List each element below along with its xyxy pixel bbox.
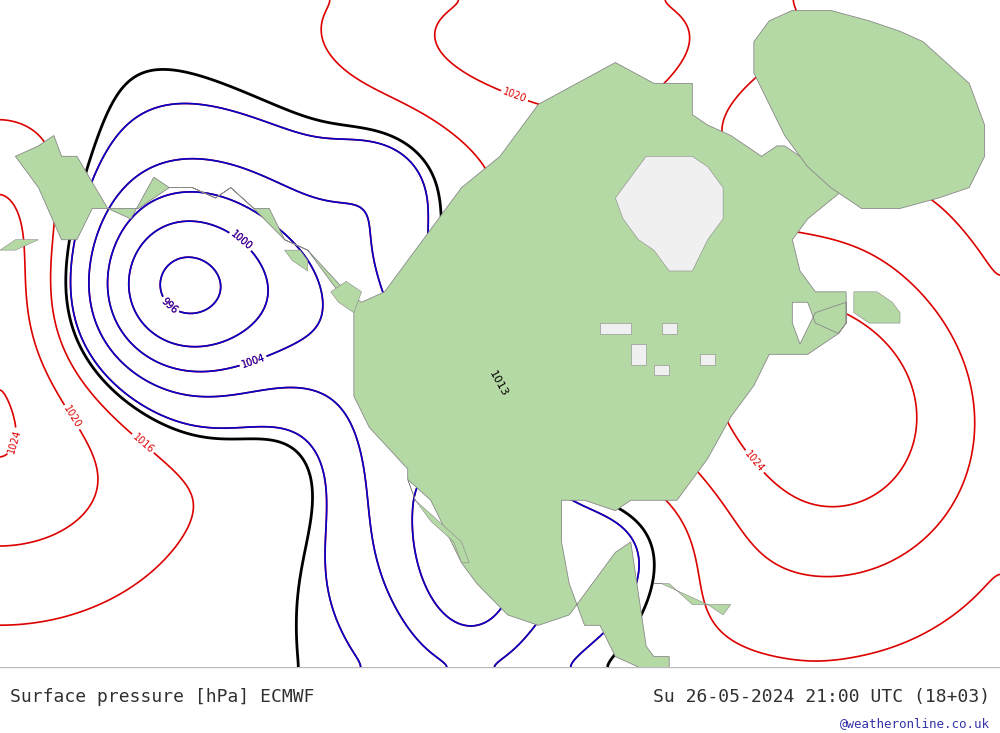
Text: 1000: 1000	[228, 229, 254, 253]
Polygon shape	[0, 240, 38, 250]
Polygon shape	[600, 323, 631, 334]
Polygon shape	[654, 365, 669, 375]
Polygon shape	[700, 354, 715, 365]
Polygon shape	[285, 250, 308, 271]
Polygon shape	[654, 583, 731, 615]
Text: 1008: 1008	[418, 365, 440, 391]
Text: @weatheronline.co.uk: @weatheronline.co.uk	[840, 717, 990, 730]
Text: Surface pressure [hPa] ECMWF: Surface pressure [hPa] ECMWF	[10, 688, 314, 706]
Polygon shape	[615, 156, 723, 271]
Text: Su 26-05-2024 21:00 UTC (18+03): Su 26-05-2024 21:00 UTC (18+03)	[653, 688, 990, 706]
Text: 1024: 1024	[743, 449, 766, 474]
Text: 1020: 1020	[761, 221, 787, 235]
Text: 1004: 1004	[240, 353, 266, 370]
Polygon shape	[408, 479, 469, 563]
Text: 1016: 1016	[130, 432, 155, 455]
Text: 1016: 1016	[498, 219, 512, 245]
Polygon shape	[331, 281, 362, 313]
Text: 1008: 1008	[418, 365, 440, 391]
Text: 1020: 1020	[61, 404, 83, 430]
Text: 1016: 1016	[825, 174, 849, 185]
Text: 1004: 1004	[240, 353, 266, 370]
Text: 996: 996	[159, 296, 180, 315]
Text: 1013: 1013	[488, 369, 510, 399]
Text: 1012: 1012	[494, 406, 515, 432]
Polygon shape	[662, 323, 677, 334]
Text: 1012: 1012	[494, 406, 515, 432]
Polygon shape	[754, 10, 985, 208]
Text: 996: 996	[159, 296, 180, 315]
Text: 1004: 1004	[469, 507, 493, 532]
Text: 1020: 1020	[501, 87, 528, 105]
Text: 1004: 1004	[469, 507, 493, 532]
Polygon shape	[631, 344, 646, 365]
Text: 1000: 1000	[228, 229, 254, 253]
Polygon shape	[854, 292, 900, 323]
Polygon shape	[15, 62, 846, 709]
Text: 1024: 1024	[7, 429, 23, 455]
